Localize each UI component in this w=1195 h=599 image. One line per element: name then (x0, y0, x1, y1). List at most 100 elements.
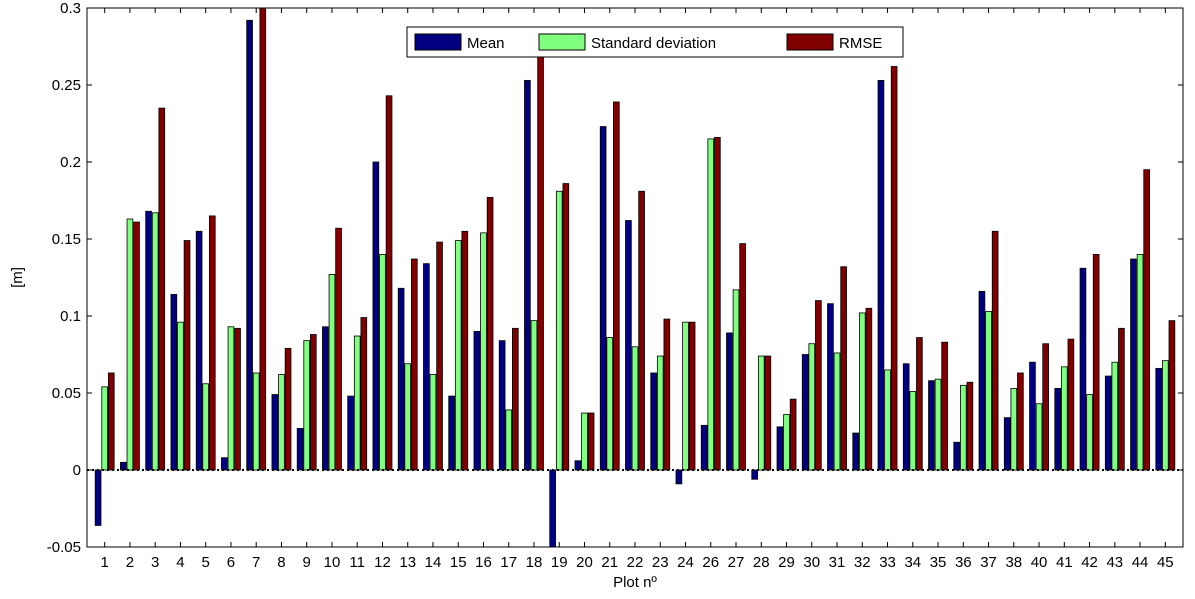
bar-standard-deviation-6 (227, 326, 235, 471)
bar-standard-deviation-32 (858, 312, 866, 471)
x-tick-label: 15 (450, 554, 467, 571)
bar-mean-14 (423, 263, 430, 471)
bar-rmse-22 (638, 190, 645, 471)
bar-mean-9 (296, 428, 304, 471)
x-tick-label: 41 (1056, 554, 1073, 571)
x-tick-label: 6 (227, 554, 235, 571)
bar-mean-34 (902, 363, 910, 471)
x-tick-label: 3 (151, 554, 159, 571)
x-tick-label: 13 (399, 554, 416, 571)
x-tick-label: 24 (677, 554, 694, 571)
bar-standard-deviation-38 (1010, 387, 1018, 471)
legend: Mean Standard deviation RMSE (406, 26, 904, 58)
x-tick-label: 31 (829, 554, 846, 571)
x-tick-label: 28 (753, 554, 770, 571)
bar-standard-deviation-10 (328, 274, 336, 471)
x-tick-label: 11 (349, 554, 365, 571)
bar-standard-deviation-29 (783, 414, 790, 471)
bar-standard-deviation-23 (656, 355, 664, 471)
bar-standard-deviation-41 (1061, 366, 1068, 471)
bar-rmse-34 (916, 337, 923, 471)
bar-rmse-6 (234, 327, 241, 471)
x-tick-label: 10 (324, 554, 341, 571)
bar-mean-5 (195, 230, 203, 471)
bar-rmse-11 (360, 317, 368, 471)
bar-standard-deviation-15 (454, 240, 462, 471)
bar-standard-deviation-14 (429, 374, 437, 471)
y-tick-label: 0.1 (60, 308, 81, 325)
x-tick-label: 44 (1132, 554, 1149, 571)
x-tick-label: 38 (1005, 554, 1022, 571)
bar-standard-deviation-42 (1086, 394, 1093, 471)
x-tick-label: 32 (854, 554, 871, 571)
bar-standard-deviation-17 (505, 409, 513, 471)
bar-rmse-12 (385, 95, 393, 471)
bar-mean-11 (347, 395, 354, 471)
x-tick-label: 40 (1031, 554, 1048, 571)
bar-rmse-24 (688, 321, 696, 471)
x-tick-label: 42 (1081, 554, 1098, 571)
x-tick-label: 34 (904, 554, 921, 571)
bar-standard-deviation-37 (985, 310, 992, 471)
x-tick-label: 1 (101, 554, 109, 571)
bar-rmse-17 (512, 327, 519, 471)
bar-mean-12 (372, 161, 380, 471)
bar-standard-deviation-34 (909, 391, 917, 471)
bar-rmse-23 (663, 318, 671, 471)
bar-rmse-43 (1118, 327, 1125, 471)
legend-swatch-standard-deviation (538, 33, 586, 51)
bar-rmse-1 (107, 372, 115, 471)
bar-rmse-42 (1092, 253, 1100, 471)
bar-mean-6 (221, 457, 228, 471)
x-tick-label: 30 (803, 554, 820, 571)
x-tick-label: 19 (551, 554, 568, 571)
bar-standard-deviation-19 (555, 190, 563, 471)
bar-rmse-29 (789, 398, 797, 471)
x-tick-label: 4 (176, 554, 184, 571)
bar-mean-36 (953, 441, 960, 471)
x-tick-label: 2 (126, 554, 134, 571)
bar-rmse-13 (411, 258, 418, 471)
bar-rmse-35 (941, 341, 948, 471)
x-tick-label: 45 (1157, 554, 1174, 571)
bar-mean-19 (549, 469, 556, 548)
x-tick-label: 12 (374, 554, 391, 571)
bar-rmse-14 (436, 241, 443, 471)
x-tick-label: 43 (1106, 554, 1123, 571)
x-axis-label: Plot nº (613, 574, 657, 591)
bar-standard-deviation-4 (177, 321, 184, 471)
x-tick-label: 16 (475, 554, 492, 571)
x-tick-label: 8 (277, 554, 285, 571)
bar-mean-41 (1054, 387, 1062, 471)
bar-mean-3 (145, 210, 152, 471)
bar-mean-42 (1079, 267, 1087, 471)
bar-rmse-19 (562, 183, 570, 471)
bar-mean-43 (1104, 375, 1112, 471)
bar-rmse-40 (1042, 343, 1049, 471)
bar-rmse-8 (284, 347, 292, 471)
y-tick-label: 0.05 (52, 385, 81, 402)
bar-mean-13 (397, 287, 405, 471)
x-tick-label: 14 (425, 554, 442, 571)
bar-rmse-44 (1143, 169, 1150, 471)
bar-mean-27 (726, 332, 733, 471)
x-tick-label: 20 (576, 554, 593, 571)
bar-standard-deviation-33 (884, 369, 891, 471)
y-tick-label: 0.15 (52, 231, 81, 248)
bar-mean-31 (827, 303, 834, 471)
legend-label-mean: Mean (467, 35, 505, 52)
bar-mean-20 (574, 460, 582, 471)
bar-mean-18 (524, 79, 531, 471)
bar-mean-16 (473, 330, 481, 471)
bar-rmse-27 (739, 243, 746, 471)
bar-mean-33 (877, 79, 885, 471)
y-tick-label: -0.05 (47, 539, 81, 556)
x-tick-label: 5 (202, 554, 210, 571)
legend-swatch-rmse (786, 33, 834, 51)
bar-standard-deviation-13 (404, 363, 412, 471)
bar-rmse-16 (486, 197, 494, 471)
bar-mean-23 (650, 372, 657, 471)
bar-mean-17 (498, 340, 506, 471)
bar-rmse-10 (335, 227, 342, 471)
